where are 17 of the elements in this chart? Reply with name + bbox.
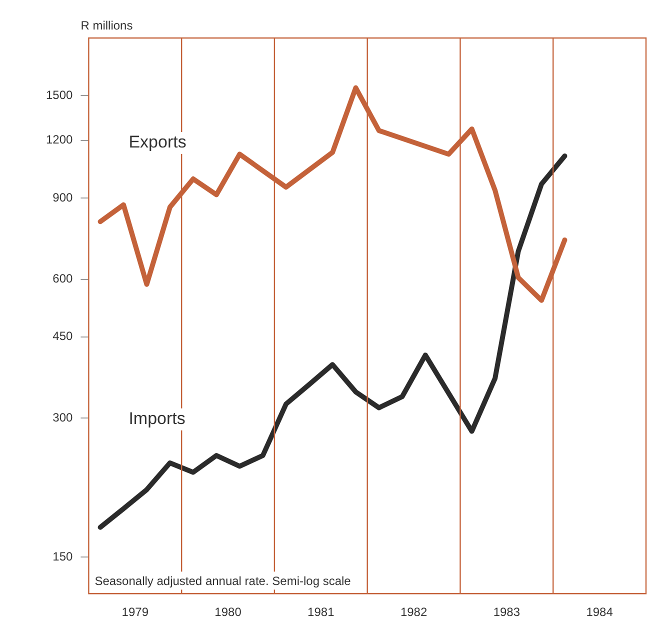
y-tick-label: 150 [52, 549, 74, 564]
y-tick-label: 600 [52, 272, 74, 286]
x-tick-label: 1984 [586, 605, 614, 620]
y-tick-label: 450 [52, 329, 74, 344]
x-tick-label: 1979 [122, 605, 149, 620]
x-tick-label: 1980 [214, 605, 242, 620]
y-tick-label: 1200 [46, 132, 74, 147]
y-axis-title: R millions [80, 18, 133, 32]
series-label: Exports [128, 132, 186, 152]
x-tick-label: 1981 [308, 605, 335, 620]
y-tick-label: 900 [52, 190, 74, 204]
annotation: Seasonally adjusted annual rate. Semi-log scale [94, 574, 352, 588]
x-tick-label: 1983 [493, 605, 520, 620]
y-tick-label: 1500 [46, 88, 74, 102]
y-tick-label: 300 [52, 410, 74, 424]
text: Imports [128, 409, 186, 428]
x-tick-label: 1982 [400, 605, 428, 620]
